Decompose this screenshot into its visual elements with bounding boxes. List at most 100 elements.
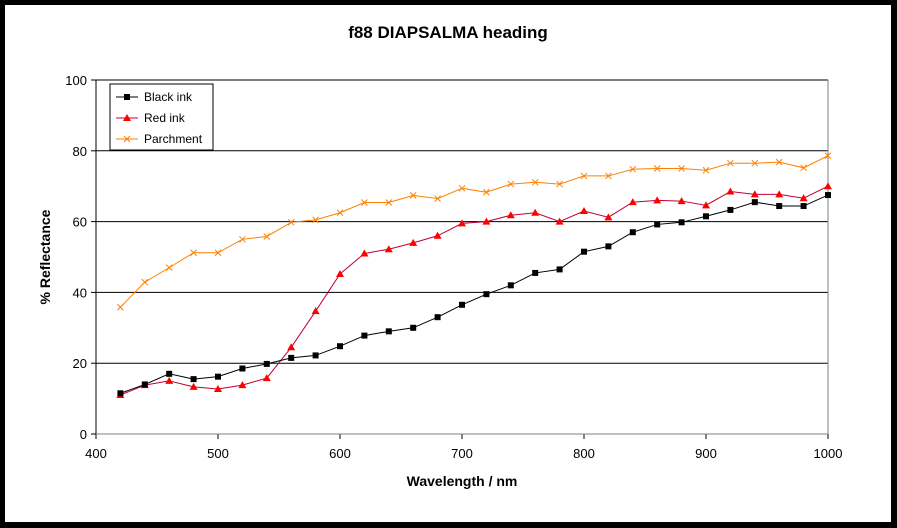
data-point <box>141 278 149 286</box>
data-point <box>384 245 393 253</box>
data-point <box>506 211 515 219</box>
x-marker-stroke <box>507 180 515 188</box>
x-marker-stroke <box>531 178 539 186</box>
data-point <box>141 381 148 388</box>
x-tick-label: 400 <box>85 446 107 461</box>
legend-marker <box>124 94 130 100</box>
y-axis-label: % Reflectance <box>37 209 53 304</box>
data-point <box>800 164 807 172</box>
data-point <box>482 217 491 225</box>
data-point <box>214 249 222 257</box>
x-marker-stroke <box>702 166 710 174</box>
data-point <box>287 343 296 351</box>
x-marker-stroke <box>409 192 417 199</box>
data-point <box>727 206 734 213</box>
data-point <box>677 197 686 205</box>
y-tick-label: 60 <box>73 215 87 230</box>
data-point <box>580 172 588 180</box>
series-line <box>120 194 829 394</box>
data-point <box>288 354 295 361</box>
x-tick-label: 700 <box>451 446 473 461</box>
data-point <box>581 248 587 255</box>
x-marker-stroke <box>239 235 246 243</box>
x-tick-label: 600 <box>329 446 351 461</box>
data-point <box>555 217 564 225</box>
x-axis-label: Wavelength / nm <box>407 473 518 489</box>
data-point <box>799 194 808 202</box>
data-point <box>824 182 832 190</box>
y-tick-label: 20 <box>73 356 87 371</box>
data-point <box>678 165 685 172</box>
x-marker-stroke <box>605 172 612 180</box>
x-marker-stroke <box>165 264 173 271</box>
x-marker-stroke <box>263 233 271 240</box>
data-point <box>312 352 319 359</box>
data-point <box>361 199 368 206</box>
data-point <box>507 180 515 188</box>
data-point <box>361 332 368 339</box>
x-marker-stroke <box>800 164 807 172</box>
x-tick-label: 1000 <box>814 446 843 461</box>
data-point <box>165 264 173 271</box>
data-point <box>434 195 441 202</box>
data-point <box>629 229 636 236</box>
x-marker-stroke <box>824 152 832 160</box>
data-point <box>238 381 247 389</box>
data-point <box>117 390 124 397</box>
data-point <box>311 307 320 315</box>
data-point <box>653 196 662 204</box>
data-point <box>263 360 270 367</box>
data-point <box>654 221 661 228</box>
x-marker-stroke <box>117 303 124 311</box>
data-point <box>239 235 246 243</box>
data-point <box>800 203 807 210</box>
data-point <box>409 238 418 246</box>
x-marker-stroke <box>141 278 149 286</box>
data-point <box>702 201 710 209</box>
data-point <box>215 373 221 380</box>
x-marker-stroke <box>385 199 393 206</box>
data-point <box>750 190 759 198</box>
legend-label: Parchment <box>144 132 203 146</box>
data-point <box>360 249 369 257</box>
data-point <box>458 219 466 227</box>
data-point <box>678 219 685 226</box>
series-parchment <box>117 152 832 311</box>
data-point <box>825 192 831 199</box>
data-point <box>751 199 758 206</box>
data-point <box>580 206 588 214</box>
y-tick-label: 40 <box>73 285 87 300</box>
x-marker-stroke <box>190 249 197 257</box>
data-point <box>726 187 735 195</box>
data-point <box>409 192 417 199</box>
x-tick-label: 900 <box>695 446 717 461</box>
data-point <box>531 208 540 216</box>
data-point <box>727 159 734 167</box>
data-point <box>287 218 295 226</box>
data-point <box>433 231 442 239</box>
series-line <box>120 155 829 308</box>
data-point <box>532 269 539 276</box>
x-marker-stroke <box>287 218 295 226</box>
data-point <box>459 301 465 308</box>
series-red-ink <box>116 182 832 399</box>
data-point <box>775 190 784 198</box>
data-point <box>531 178 539 186</box>
x-tick-label: 500 <box>207 446 229 461</box>
data-point <box>556 266 563 273</box>
data-point <box>604 213 613 221</box>
y-tick-label: 100 <box>65 73 87 88</box>
data-point <box>434 314 441 321</box>
data-point <box>312 216 319 224</box>
data-point <box>117 303 124 311</box>
data-point <box>336 269 344 277</box>
x-marker-stroke <box>775 158 783 166</box>
data-point <box>458 184 466 192</box>
data-point <box>336 209 344 217</box>
data-point <box>702 166 710 174</box>
data-point <box>190 376 197 383</box>
data-point <box>507 282 514 289</box>
x-marker-stroke <box>751 159 759 167</box>
series-black-ink <box>117 192 831 397</box>
data-point <box>556 180 563 188</box>
